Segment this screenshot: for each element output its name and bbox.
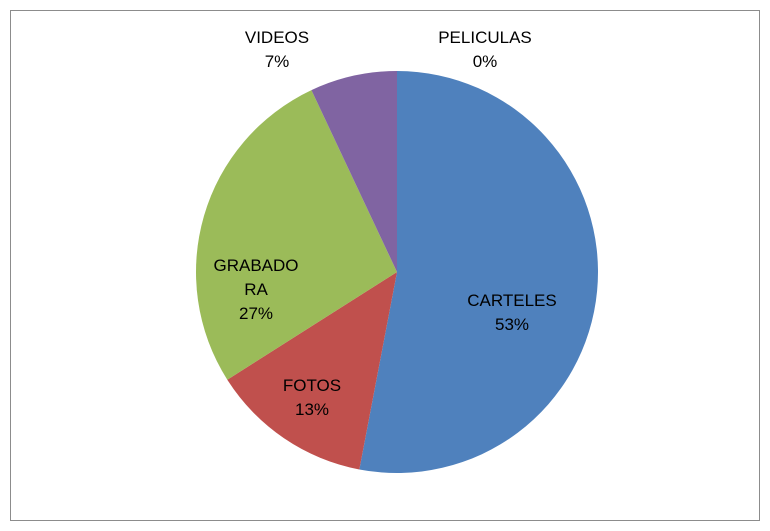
slice-label: PELICULAS 0% xyxy=(435,26,535,74)
pie-slice xyxy=(227,272,397,470)
pie-slice xyxy=(359,71,599,473)
value-label: 13% xyxy=(294,400,330,419)
slice-label: CARTELES 53% xyxy=(462,289,562,337)
category-label: PELICULAS xyxy=(438,28,532,47)
value-label: 0% xyxy=(472,52,498,71)
category-label: CARTELES xyxy=(467,291,557,310)
category-label: VIDEOS xyxy=(244,28,310,47)
value-label: 7% xyxy=(264,52,290,71)
slice-label: FOTOS 13% xyxy=(262,374,362,422)
slice-label: GRABADORA 27% xyxy=(208,254,304,326)
value-label: 53% xyxy=(494,315,530,334)
category-label: GRABADORA xyxy=(213,256,299,299)
category-label: FOTOS xyxy=(282,376,342,395)
pie-slice xyxy=(196,90,397,380)
pie-slice xyxy=(311,71,397,272)
value-label: 27% xyxy=(238,304,274,323)
slice-label: VIDEOS 7% xyxy=(227,26,327,74)
